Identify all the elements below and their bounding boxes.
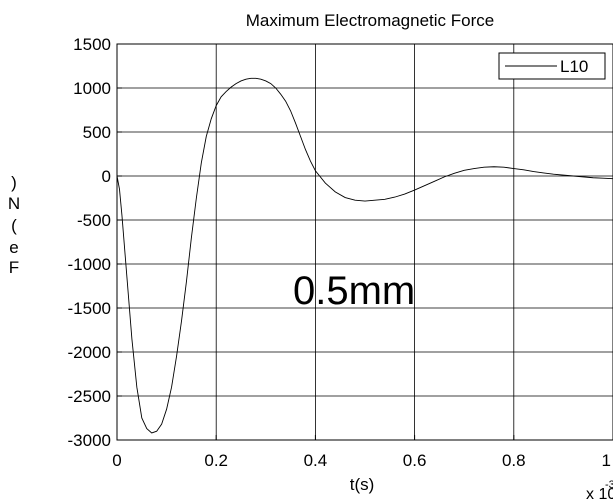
y-tick-label: 1000	[73, 79, 111, 98]
y-tick-label: -2500	[68, 387, 111, 406]
legend-label-l10: L10	[560, 57, 588, 76]
y-axis-label-char: (	[11, 216, 17, 235]
y-tick-label: -1500	[68, 299, 111, 318]
y-tick-label: 500	[83, 123, 111, 142]
x-axis-multiplier: x 10	[586, 486, 613, 503]
chart-title: Maximum Electromagnetic Force	[246, 11, 494, 30]
y-tick-label: -2000	[68, 343, 111, 362]
y-tick-label: -1000	[68, 255, 111, 274]
y-tick-label: -500	[77, 211, 111, 230]
x-axis-multiplier-exponent: -3	[605, 479, 613, 491]
x-tick-label: 0.8	[502, 451, 526, 470]
x-tick-label: 0.4	[304, 451, 328, 470]
y-axis-label-char: N	[8, 194, 20, 213]
x-tick-label: 0	[112, 451, 121, 470]
x-tick-label: 0.2	[204, 451, 228, 470]
y-axis-label: ) N ( eF	[8, 173, 20, 277]
y-axis-label-char: )	[11, 173, 17, 192]
x-tick-label: 1	[602, 451, 611, 470]
y-axis-label-char: F	[9, 258, 19, 277]
series-line-l10	[116, 77, 613, 434]
legend: L10	[498, 52, 606, 80]
y-axis-ticks: 1500 1000 500 0 -500 -1000 -1500 -2000 -2500 -300…	[68, 35, 122, 450]
y-tick-label: -3000	[68, 431, 111, 450]
y-tick-label: 0	[102, 167, 111, 186]
y-tick-label: 1500	[73, 35, 111, 54]
y-axis-label-char: e	[9, 238, 18, 257]
x-axis-label: t(s)	[350, 475, 375, 494]
annotation-label: 0.5mm	[293, 269, 415, 313]
x-tick-label: 0.6	[403, 451, 427, 470]
x-axis-ticks: 0 0.2 0.4 0.6 0.8 1	[112, 435, 613, 470]
plot-frame	[116, 43, 613, 441]
